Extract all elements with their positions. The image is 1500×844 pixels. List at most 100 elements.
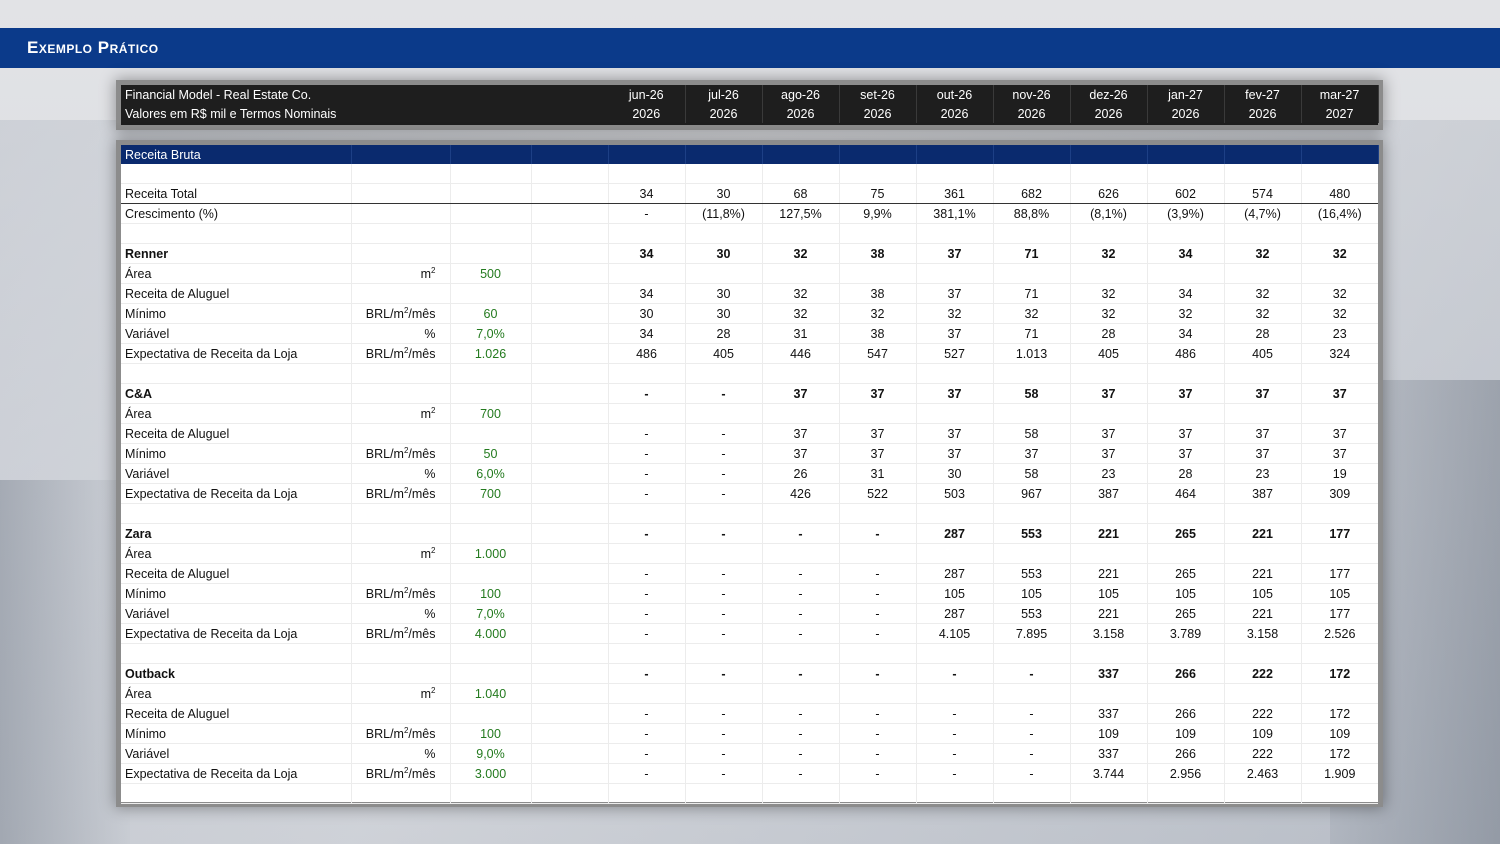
month-value-cell[interactable]: 28 bbox=[1224, 323, 1302, 344]
month-value-cell[interactable] bbox=[1070, 403, 1148, 424]
spacer-cell[interactable] bbox=[531, 683, 609, 704]
month-value-cell[interactable] bbox=[1224, 543, 1302, 564]
month-value-cell[interactable] bbox=[1070, 145, 1148, 164]
spacer-cell[interactable] bbox=[531, 243, 609, 264]
spacer-cell[interactable] bbox=[531, 203, 609, 224]
month-value-cell[interactable]: 26 bbox=[762, 463, 840, 484]
unit-cell[interactable]: % bbox=[351, 463, 451, 484]
month-value-cell[interactable] bbox=[993, 643, 1071, 664]
month-value-cell[interactable] bbox=[762, 145, 840, 164]
unit-cell[interactable]: m2 bbox=[351, 403, 451, 424]
month-value-cell[interactable] bbox=[1147, 643, 1225, 664]
row-label[interactable]: Variável bbox=[121, 323, 352, 344]
month-value-cell[interactable]: 3.158 bbox=[1070, 623, 1148, 644]
month-value-cell[interactable] bbox=[1224, 145, 1302, 164]
header-period-cell[interactable]: 2026 bbox=[1224, 104, 1302, 123]
month-value-cell[interactable]: 405 bbox=[685, 343, 763, 364]
month-value-cell[interactable]: 626 bbox=[1070, 183, 1148, 204]
month-value-cell[interactable]: 503 bbox=[916, 483, 994, 504]
month-value-cell[interactable] bbox=[993, 503, 1071, 524]
header-period-cell[interactable]: jun-26 bbox=[608, 85, 686, 104]
header-period-cell[interactable]: ago-26 bbox=[762, 85, 840, 104]
input-value-cell[interactable] bbox=[450, 663, 532, 684]
unit-cell[interactable]: BRL/m2/mês bbox=[351, 343, 451, 364]
month-value-cell[interactable] bbox=[685, 145, 763, 164]
row-label[interactable]: Mínimo bbox=[121, 723, 352, 744]
month-value-cell[interactable] bbox=[839, 643, 917, 664]
month-value-cell[interactable]: 324 bbox=[1301, 343, 1378, 364]
row-label[interactable]: Receita Bruta bbox=[121, 145, 352, 164]
month-value-cell[interactable] bbox=[1147, 363, 1225, 384]
unit-cell[interactable]: BRL/m2/mês bbox=[351, 723, 451, 744]
month-value-cell[interactable]: 172 bbox=[1301, 663, 1378, 684]
row-label[interactable]: Variável bbox=[121, 603, 352, 624]
month-value-cell[interactable] bbox=[1147, 223, 1225, 244]
month-value-cell[interactable]: - bbox=[685, 463, 763, 484]
month-value-cell[interactable]: 32 bbox=[762, 303, 840, 324]
month-value-cell[interactable] bbox=[1070, 363, 1148, 384]
spacer-cell[interactable] bbox=[531, 623, 609, 644]
unit-cell[interactable] bbox=[351, 643, 451, 664]
input-value-cell[interactable] bbox=[450, 363, 532, 384]
month-value-cell[interactable]: 37 bbox=[1147, 443, 1225, 464]
month-value-cell[interactable]: - bbox=[762, 623, 840, 644]
input-value-cell[interactable] bbox=[450, 703, 532, 724]
month-value-cell[interactable]: 19 bbox=[1301, 463, 1378, 484]
input-value-cell[interactable] bbox=[450, 523, 532, 544]
unit-cell[interactable] bbox=[351, 703, 451, 724]
unit-cell[interactable] bbox=[351, 203, 451, 224]
month-value-cell[interactable]: 109 bbox=[1301, 723, 1378, 744]
spacer-cell[interactable] bbox=[531, 383, 609, 404]
spacer-cell[interactable] bbox=[531, 463, 609, 484]
month-value-cell[interactable]: 34 bbox=[608, 283, 686, 304]
header-label[interactable]: Financial Model - Real Estate Co. bbox=[121, 85, 609, 104]
unit-cell[interactable] bbox=[351, 363, 451, 384]
month-value-cell[interactable]: 527 bbox=[916, 343, 994, 364]
month-value-cell[interactable] bbox=[1070, 263, 1148, 284]
month-value-cell[interactable]: - bbox=[839, 703, 917, 724]
month-value-cell[interactable]: 105 bbox=[993, 583, 1071, 604]
month-value-cell[interactable]: - bbox=[608, 423, 686, 444]
header-period-cell[interactable]: 2027 bbox=[1301, 104, 1379, 123]
month-value-cell[interactable]: 2.956 bbox=[1147, 763, 1225, 784]
month-value-cell[interactable]: 3.744 bbox=[1070, 763, 1148, 784]
input-value-cell[interactable] bbox=[450, 243, 532, 264]
unit-cell[interactable]: BRL/m2/mês bbox=[351, 483, 451, 504]
month-value-cell[interactable] bbox=[1224, 683, 1302, 704]
month-value-cell[interactable]: 553 bbox=[993, 523, 1071, 544]
month-value-cell[interactable] bbox=[608, 503, 686, 524]
month-value-cell[interactable]: 32 bbox=[1070, 243, 1148, 264]
spacer-cell[interactable] bbox=[531, 363, 609, 384]
month-value-cell[interactable] bbox=[916, 363, 994, 384]
row-label[interactable]: Receita de Aluguel bbox=[121, 283, 352, 304]
month-value-cell[interactable] bbox=[1147, 683, 1225, 704]
month-value-cell[interactable] bbox=[916, 643, 994, 664]
month-value-cell[interactable]: - bbox=[685, 743, 763, 764]
month-value-cell[interactable]: 105 bbox=[1147, 583, 1225, 604]
month-value-cell[interactable] bbox=[1301, 783, 1378, 804]
spacer-cell[interactable] bbox=[531, 763, 609, 784]
month-value-cell[interactable]: 105 bbox=[916, 583, 994, 604]
month-value-cell[interactable]: - bbox=[839, 563, 917, 584]
month-value-cell[interactable]: 172 bbox=[1301, 703, 1378, 724]
month-value-cell[interactable]: 266 bbox=[1147, 663, 1225, 684]
month-value-cell[interactable] bbox=[1070, 503, 1148, 524]
month-value-cell[interactable]: 23 bbox=[1224, 463, 1302, 484]
month-value-cell[interactable]: 1.013 bbox=[993, 343, 1071, 364]
month-value-cell[interactable] bbox=[839, 403, 917, 424]
row-label[interactable]: Expectativa de Receita da Loja bbox=[121, 343, 352, 364]
month-value-cell[interactable] bbox=[1147, 145, 1225, 164]
month-value-cell[interactable] bbox=[762, 263, 840, 284]
month-value-cell[interactable]: 682 bbox=[993, 183, 1071, 204]
month-value-cell[interactable]: 105 bbox=[1224, 583, 1302, 604]
row-label[interactable]: Receita Total bbox=[121, 183, 352, 204]
input-value-cell[interactable]: 500 bbox=[450, 263, 532, 284]
header-label[interactable]: Valores em R$ mil e Termos Nominais bbox=[121, 104, 609, 123]
month-value-cell[interactable]: 31 bbox=[839, 463, 917, 484]
month-value-cell[interactable]: 37 bbox=[1224, 383, 1302, 404]
unit-cell[interactable] bbox=[351, 164, 451, 184]
month-value-cell[interactable]: - bbox=[685, 723, 763, 744]
row-label[interactable]: Variável bbox=[121, 743, 352, 764]
month-value-cell[interactable]: 222 bbox=[1224, 703, 1302, 724]
month-value-cell[interactable] bbox=[685, 164, 763, 184]
